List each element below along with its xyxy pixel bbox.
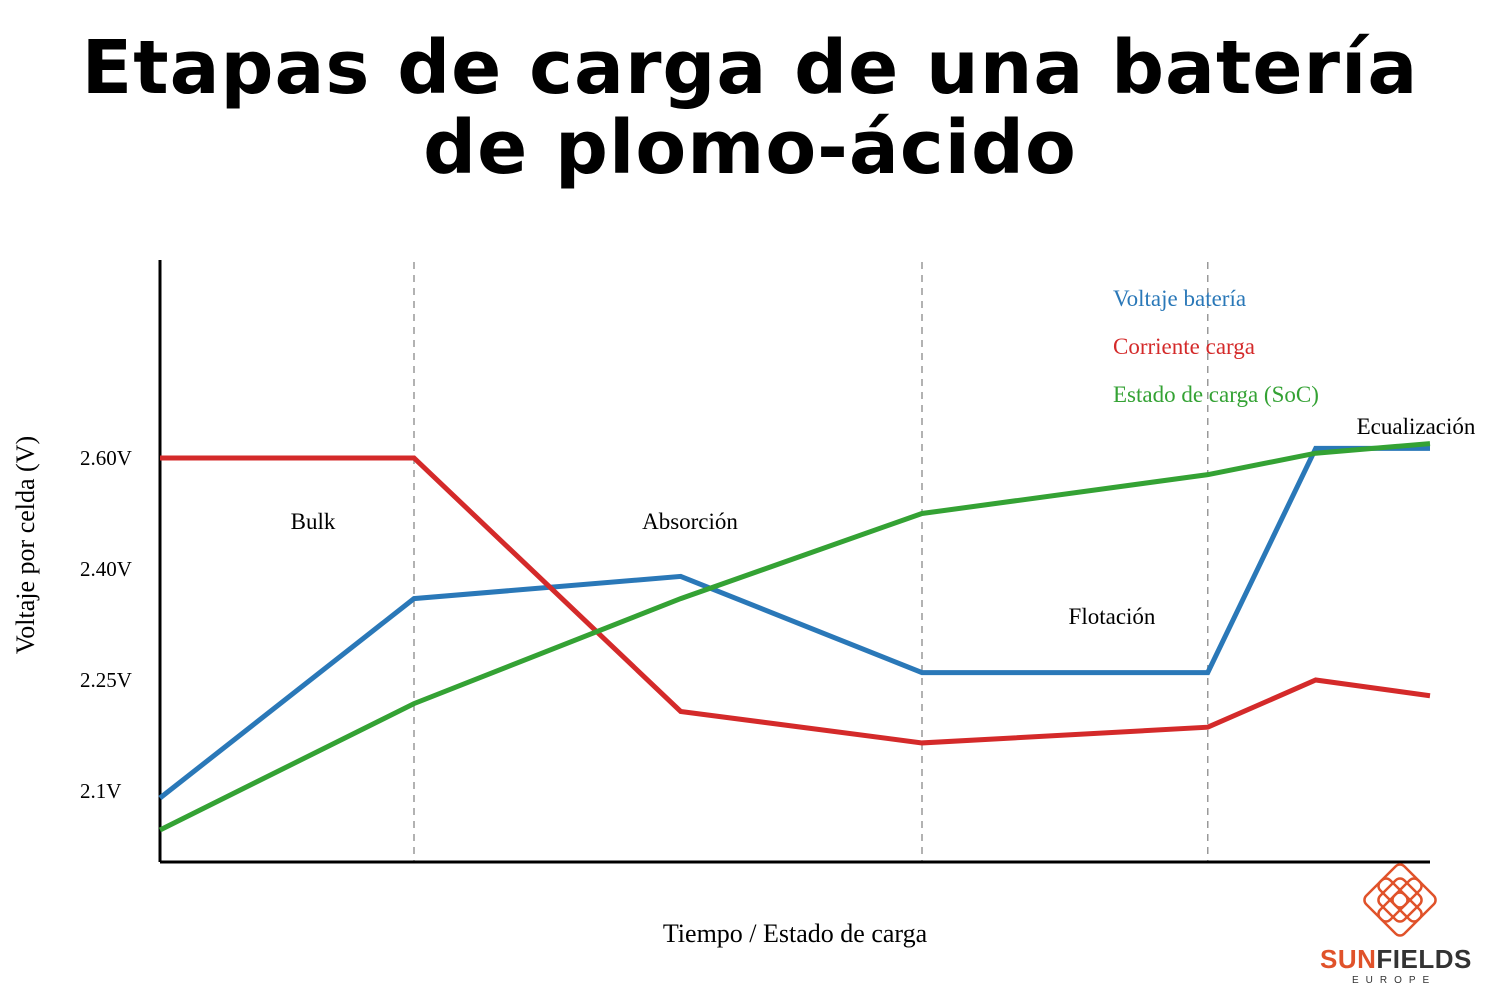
title-line-1: Etapas de carga de una batería — [81, 25, 1419, 111]
logo-fields: FIELDS — [1376, 944, 1472, 974]
legend: Voltaje batería Corriente carga Estado de … — [1113, 286, 1319, 407]
y-tick-group: 2.60V 2.40V 2.25V 2.1V — [80, 446, 132, 803]
y-tick-label: 2.25V — [80, 668, 132, 692]
y-tick-label: 2.1V — [80, 779, 121, 803]
series-line-2 — [160, 455, 1431, 746]
stage-label: Absorción — [642, 509, 738, 534]
legend-entry: Estado de carga (SoC) — [1113, 382, 1319, 407]
y-axis-label: Voltaje por celda (V) — [11, 436, 40, 654]
y-tick-label: 2.40V — [80, 557, 132, 581]
title-line-2: de plomo-ácido — [423, 105, 1077, 191]
stage-divider-group — [413, 262, 1209, 862]
series-line-3 — [158, 441, 1431, 833]
stage-label: Ecualización — [1357, 414, 1476, 439]
legend-entry: Voltaje batería — [1113, 286, 1246, 311]
chart-title: Etapas de carga de una batería de plomo-… — [0, 28, 1500, 188]
sunfields-logo-icon — [1363, 863, 1437, 937]
series-line-1 — [158, 445, 1430, 800]
series-group — [158, 441, 1431, 833]
stage-label: Flotación — [1069, 604, 1156, 629]
legend-entry: Corriente carga — [1113, 334, 1255, 359]
x-axis-label: Tiempo / Estado de carga — [663, 919, 928, 948]
stage-label: Bulk — [291, 509, 336, 534]
logo-sun: SUN — [1320, 944, 1377, 974]
stage-label-group: Bulk Absorción Flotación Ecualización — [291, 414, 1476, 629]
logo-subtitle: EUROPE — [1352, 975, 1437, 986]
logo-wordmark: SUNFIELDS — [1320, 944, 1472, 975]
y-tick-label: 2.60V — [80, 446, 132, 470]
